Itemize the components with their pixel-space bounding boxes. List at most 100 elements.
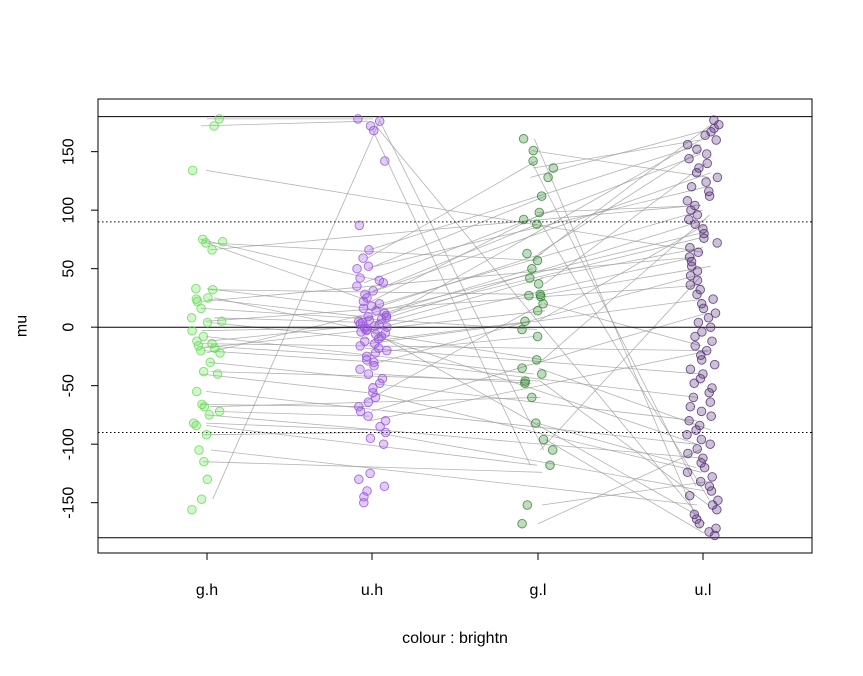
data-point-g-l: [527, 392, 537, 403]
data-point-u-l: [685, 364, 696, 375]
data-point-u-l: [685, 401, 696, 412]
data-point-g-h: [217, 237, 228, 247]
data-point-g-l: [520, 316, 530, 327]
data-point-u-h: [363, 369, 374, 379]
connector-line: [208, 242, 537, 261]
data-point-u-h: [358, 253, 368, 263]
data-point-u-h: [361, 355, 372, 365]
connector-line: [373, 373, 532, 384]
data-point-u-l: [705, 322, 716, 332]
data-point-g-h: [202, 474, 213, 485]
x-axis-label: colour : brightn: [402, 630, 508, 647]
data-point-u-l: [701, 177, 711, 187]
data-point-g-l: [528, 145, 539, 156]
data-point-u-h: [363, 411, 373, 421]
data-point-u-l: [690, 331, 700, 342]
connector-line: [199, 404, 371, 408]
y-axis: -150 -100 -50 0 50 100 150: [61, 138, 99, 519]
data-point-u-h: [365, 433, 376, 444]
connector-line: [376, 359, 698, 398]
y-tick-label: 50: [61, 260, 78, 278]
data-point-u-h: [358, 296, 369, 307]
connector-line: [544, 163, 707, 285]
connector-line: [530, 160, 697, 487]
data-point-u-l: [692, 266, 703, 276]
data-point-g-l: [545, 460, 555, 470]
connector-line: [205, 422, 378, 431]
connector-line: [367, 336, 535, 354]
connector-line: [367, 160, 537, 259]
data-point-u-h: [355, 273, 365, 283]
data-point-u-h: [376, 314, 387, 324]
data-point-u-l: [684, 153, 694, 164]
connector-line: [202, 350, 379, 363]
data-point-g-h: [191, 386, 202, 397]
data-point-u-l: [686, 205, 696, 215]
data-point-u-l: [691, 167, 702, 178]
data-point-u-h: [378, 277, 388, 288]
data-point-u-l: [704, 191, 715, 201]
data-point-u-h: [370, 348, 381, 358]
connector-line: [206, 425, 538, 466]
connector-line: [373, 209, 703, 307]
data-point-u-l: [707, 472, 717, 482]
data-point-g-h: [214, 114, 224, 124]
data-point-u-h: [363, 311, 373, 322]
data-point-u-l: [682, 430, 692, 440]
data-point-g-h: [198, 366, 209, 377]
data-point-u-l: [703, 313, 714, 323]
data-point-u-h: [362, 486, 372, 496]
data-point-u-l: [711, 135, 721, 145]
connector-line: [200, 239, 379, 281]
connector-line: [205, 414, 703, 459]
data-point-g-l: [533, 279, 544, 289]
data-point-u-l: [685, 270, 696, 281]
data-point-g-l: [528, 156, 538, 166]
connector-line: [204, 345, 370, 357]
data-point-u-l: [689, 509, 700, 520]
connector-line: [201, 343, 708, 351]
connector-line: [365, 253, 543, 312]
data-point-g-l: [537, 369, 547, 379]
connector-line: [200, 120, 368, 127]
data-point-g-l: [532, 219, 542, 229]
data-point-u-l: [696, 458, 706, 468]
data-point-u-l: [682, 467, 693, 478]
data-point-u-l: [699, 233, 709, 243]
data-point-u-l: [706, 411, 716, 421]
data-point-g-l: [518, 214, 529, 225]
data-point-g-h: [201, 430, 212, 440]
data-point-u-l: [691, 425, 701, 435]
data-point-g-h: [196, 303, 206, 314]
connector-line: [533, 138, 702, 529]
data-point-g-l: [522, 500, 533, 510]
data-point-u-h: [375, 421, 385, 432]
y-tick-label: -50: [61, 374, 78, 397]
data-point-u-h: [368, 125, 379, 136]
connector-line: [531, 125, 710, 261]
data-point-g-h: [205, 357, 215, 368]
connector-line: [364, 268, 533, 320]
data-point-g-l: [547, 445, 558, 455]
data-point-u-h: [354, 474, 364, 485]
data-point-u-l: [688, 392, 699, 403]
data-point-u-l: [686, 182, 697, 192]
connector-line: [375, 432, 706, 492]
data-point-u-l: [705, 439, 715, 449]
data-point-u-h: [380, 156, 390, 166]
connector-line: [541, 481, 708, 506]
connector-line: [540, 275, 702, 451]
data-points: [186, 114, 724, 541]
connector-line: [206, 391, 697, 445]
connector-line: [212, 121, 380, 500]
data-point-u-l: [692, 144, 702, 155]
connector-line: [369, 144, 701, 251]
data-point-u-l: [708, 294, 718, 304]
data-point-g-h: [216, 316, 227, 327]
data-point-g-h: [209, 343, 220, 353]
y-tick-label: 0: [61, 323, 78, 332]
data-point-u-l: [693, 247, 704, 258]
data-point-g-h: [215, 348, 225, 358]
data-point-g-l: [517, 363, 527, 373]
